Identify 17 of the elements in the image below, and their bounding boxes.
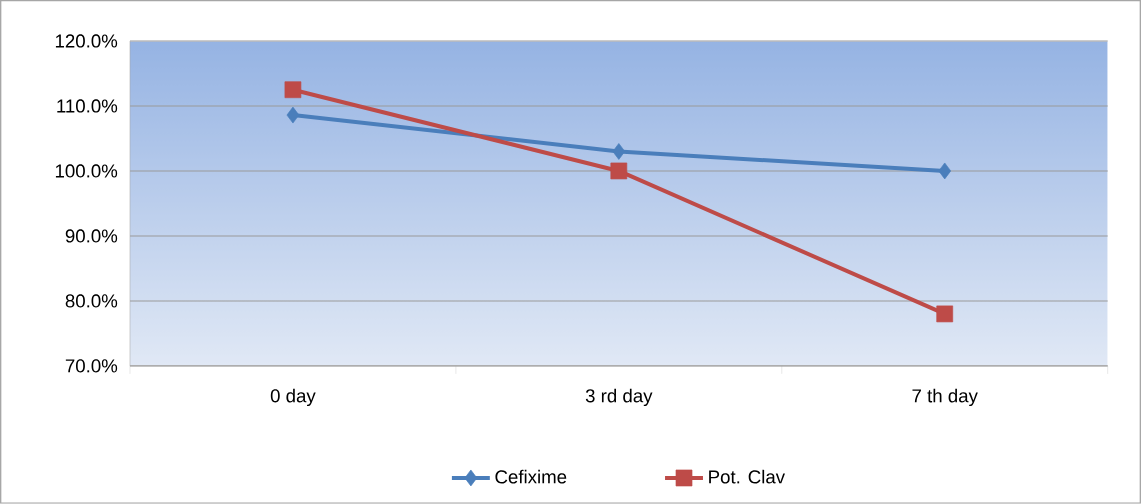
y-tick-label: 70.0% [65, 359, 118, 373]
y-tick-label: 120.0% [55, 34, 118, 48]
legend-label: Cefixime [495, 469, 567, 484]
point [284, 81, 302, 99]
y-tick-label: 80.0% [65, 294, 118, 308]
point [610, 162, 628, 180]
point [286, 106, 300, 124]
x-tick-label: 7 th day [912, 388, 978, 407]
legend-label: Pot. Clav [709, 469, 785, 484]
point [612, 143, 626, 160]
y-tick-label: 90.0% [65, 229, 118, 243]
point [938, 162, 952, 180]
x-tick-label: 3 rd day [585, 388, 653, 407]
point [936, 305, 954, 323]
x-tick-label: 0 day [270, 388, 316, 407]
y-tick-label: 110.0% [57, 99, 118, 113]
y-tick-label: 100.0% [55, 164, 118, 178]
